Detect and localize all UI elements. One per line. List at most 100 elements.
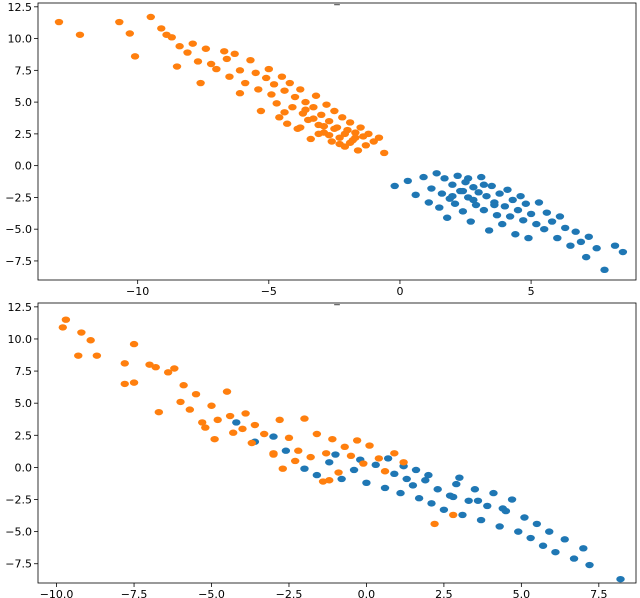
scatter-point (284, 434, 294, 442)
y-tick-label: 0.0 (15, 461, 33, 474)
scatter-point (146, 13, 155, 21)
scatter-point (324, 131, 334, 139)
scatter-point (511, 231, 520, 238)
scatter-point (396, 489, 405, 497)
y-tick-label: 7.5 (15, 365, 33, 378)
scatter-point (254, 86, 263, 93)
y-tick-label: 12.5 (8, 1, 33, 14)
scatter-point (495, 190, 504, 197)
scatter-point (225, 412, 235, 420)
scatter-point (264, 65, 274, 73)
x-tick-label: 0 (396, 285, 403, 298)
scatter-point (296, 86, 305, 93)
scatter-point (458, 187, 468, 195)
scatter-point (170, 365, 179, 372)
scatter-point (290, 457, 300, 465)
scatter-point (448, 511, 458, 519)
scatter-point (206, 60, 216, 68)
scatter-point (424, 471, 433, 479)
y-tick-label: 2.5 (15, 429, 33, 442)
scatter-point (362, 479, 371, 487)
scatter-point (551, 548, 560, 556)
scatter-point (520, 514, 529, 521)
scatter-point (261, 74, 271, 82)
scatter-point (458, 208, 468, 215)
scatter-point (340, 443, 349, 451)
scatter-point (380, 484, 390, 492)
scatter-point (411, 191, 420, 199)
scatter-point (238, 425, 247, 433)
scatter-point (380, 149, 389, 157)
scatter-point (507, 496, 517, 503)
scatter-point (503, 186, 512, 193)
plot-frame (37, 2, 637, 281)
scatter-point (453, 172, 462, 180)
scatter-point (129, 379, 139, 386)
scatter-point (424, 199, 433, 206)
x-tick-label: −2.5 (276, 588, 303, 598)
chart-title: _ (333, 0, 340, 6)
scatter-point (210, 435, 219, 443)
x-tick-label: −5.0 (198, 588, 225, 598)
scatter-point (353, 147, 363, 154)
scatter-point (442, 214, 452, 221)
y-tick-label: 12.5 (8, 301, 33, 314)
scatter-point (618, 248, 628, 256)
scatter-point (403, 177, 413, 185)
scatter-point (309, 115, 318, 122)
scatter-point (201, 45, 211, 52)
scatter-point (616, 575, 625, 583)
scatter-point (351, 134, 360, 141)
scatter-point (300, 415, 309, 422)
x-tick-label: 5.0 (513, 588, 531, 598)
scatter-point (571, 228, 580, 235)
scatter-point (338, 114, 347, 121)
scatter-point (196, 79, 205, 87)
scatter-point (566, 242, 575, 249)
scatter-point (538, 542, 548, 549)
scatter-point (519, 217, 528, 224)
scatter-point (312, 430, 322, 438)
scatter-point (176, 398, 185, 406)
scatter-point (280, 109, 289, 116)
scatter-point (514, 528, 523, 535)
scatter-point (408, 482, 418, 489)
scatter-point (290, 93, 300, 101)
y-tick-label: 0.0 (15, 160, 33, 173)
scatter-point (175, 43, 184, 50)
scatter-point (526, 534, 535, 542)
scatter-point (356, 124, 365, 131)
scatter-point (435, 204, 444, 211)
scatter-point (191, 390, 201, 398)
scatter-point (498, 220, 507, 228)
scatter-point (322, 101, 331, 108)
scatter-point (327, 138, 336, 145)
scatter-point (600, 266, 609, 274)
scatter-point (448, 192, 457, 200)
scatter-point (335, 134, 344, 141)
scatter-point (555, 213, 565, 220)
scatter-point (317, 111, 326, 119)
scatter-point (592, 245, 601, 252)
scatter-point (487, 182, 496, 190)
scatter-point (399, 459, 408, 466)
scatter-point (306, 453, 315, 461)
scatter-point (222, 55, 232, 63)
scatter-point (427, 185, 436, 192)
scatter-point (579, 545, 588, 552)
scatter-point (437, 190, 447, 197)
scatter-point (311, 92, 321, 99)
scatter-point (269, 451, 278, 458)
scatter-point (473, 497, 483, 504)
scatter-point (267, 91, 276, 98)
scatter-point (466, 218, 475, 225)
x-tick-label: 2.5 (435, 588, 453, 598)
scatter-point (349, 466, 359, 474)
scatter-point (521, 200, 531, 207)
scatter-point (492, 211, 502, 219)
scatter-point (553, 234, 562, 242)
scatter-point (439, 506, 449, 513)
scatter-point (247, 439, 256, 447)
scatter-point (483, 502, 492, 510)
